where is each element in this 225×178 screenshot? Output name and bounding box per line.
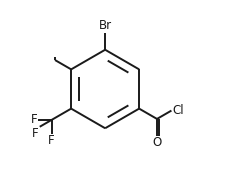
Text: F: F: [48, 134, 55, 147]
Text: F: F: [32, 127, 39, 140]
Text: O: O: [152, 136, 161, 149]
Text: Br: Br: [98, 19, 111, 32]
Text: F: F: [30, 113, 37, 126]
Text: Cl: Cl: [172, 104, 183, 117]
